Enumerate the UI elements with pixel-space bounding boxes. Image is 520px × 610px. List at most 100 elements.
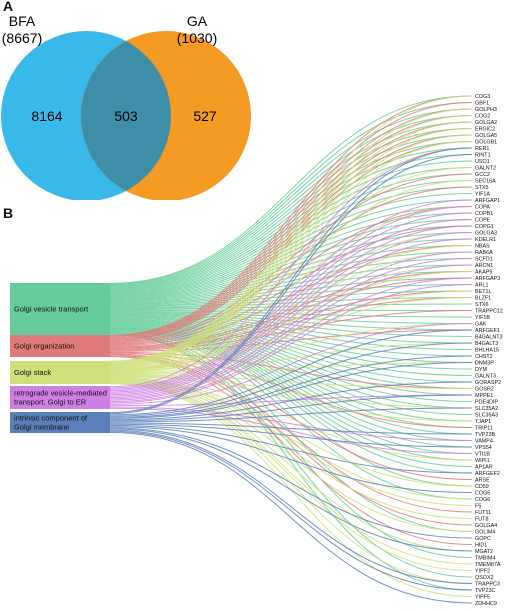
sankey-link bbox=[109, 115, 473, 339]
sankey-link bbox=[109, 381, 473, 571]
sankey-link bbox=[109, 430, 473, 591]
gene-label: RER1 bbox=[475, 146, 489, 152]
gene-label: COPE bbox=[475, 218, 491, 224]
sankey-link bbox=[109, 121, 473, 340]
venn-right-total: (1030) bbox=[177, 30, 217, 46]
gene-label: MPPE1 bbox=[475, 393, 493, 399]
sankey-link bbox=[109, 147, 473, 388]
gene-label: ARFGAP1 bbox=[475, 198, 500, 204]
sankey-link bbox=[109, 193, 473, 296]
sankey-link bbox=[109, 238, 473, 397]
gene-label: GOSR2 bbox=[475, 387, 494, 393]
sankey-link bbox=[109, 108, 473, 338]
sankey-link bbox=[109, 180, 473, 368]
sankey-link bbox=[109, 108, 473, 286]
gene-label: SEC16A bbox=[475, 179, 496, 185]
venn-right-name: GA bbox=[187, 13, 208, 29]
sankey-link bbox=[109, 406, 473, 441]
gene-label: HID1 bbox=[475, 543, 487, 549]
sankey-link bbox=[109, 245, 473, 370]
sankey-link bbox=[109, 323, 473, 405]
sankey-link bbox=[109, 102, 473, 285]
gene-label: PDE4DIP bbox=[475, 400, 498, 406]
gene-label: VTI1B bbox=[475, 452, 490, 458]
category-node bbox=[10, 335, 110, 357]
sankey-link bbox=[109, 290, 473, 373]
sankey-link bbox=[109, 225, 473, 394]
gene-label: GBF1 bbox=[475, 101, 489, 107]
gene-label: COG3 bbox=[475, 94, 490, 100]
sankey-link bbox=[109, 353, 473, 480]
gene-label: YIPF2 bbox=[475, 569, 490, 575]
category-node bbox=[10, 386, 110, 409]
sankey-link bbox=[109, 121, 473, 288]
gene-label: COPA bbox=[475, 205, 490, 211]
sankey-link bbox=[109, 115, 473, 364]
sankey-link bbox=[109, 212, 473, 392]
sankey-link bbox=[109, 319, 473, 396]
sankey-link bbox=[109, 206, 473, 345]
sankey-link bbox=[109, 314, 473, 357]
gene-label: TVP23C bbox=[475, 588, 495, 594]
gene-label: VPS54 bbox=[475, 445, 492, 451]
sankey-link bbox=[109, 154, 473, 415]
sankey-link bbox=[109, 297, 473, 309]
sankey-link bbox=[109, 134, 473, 342]
sankey-link bbox=[109, 225, 473, 346]
gene-label: ARFGEF1 bbox=[475, 328, 500, 334]
sankey-link bbox=[109, 108, 473, 363]
venn-overlap-count: 503 bbox=[114, 108, 138, 124]
sankey-links bbox=[109, 95, 473, 604]
sankey-link bbox=[109, 173, 473, 343]
gene-label: QSOX2 bbox=[475, 575, 494, 581]
gene-label: GALNT3 bbox=[475, 374, 496, 380]
gene-label: ARSE bbox=[475, 478, 490, 484]
gene-label: DNM3P bbox=[475, 361, 494, 367]
category-label: Golgi vesicle transport bbox=[14, 305, 89, 314]
gene-label: SLC35A2 bbox=[475, 406, 498, 412]
sankey-link bbox=[109, 219, 473, 300]
sankey-link bbox=[109, 206, 473, 390]
category-label: Golgi stack bbox=[14, 368, 51, 377]
gene-label: SCFD1 bbox=[475, 257, 493, 263]
sankey-link bbox=[109, 332, 473, 558]
sankey-link bbox=[109, 317, 473, 376]
sankey-link bbox=[109, 355, 473, 418]
gene-label: BLZF1 bbox=[475, 296, 491, 302]
sankey-link bbox=[109, 297, 473, 350]
sankey-link bbox=[109, 329, 473, 416]
panel-b-label: B bbox=[3, 205, 14, 221]
sankey-link bbox=[109, 206, 473, 369]
sankey-link bbox=[109, 407, 473, 423]
venn-overlap-region bbox=[81, 31, 171, 200]
gene-label: BET1L bbox=[475, 289, 491, 295]
sankey-link bbox=[109, 423, 473, 448]
sankey-link bbox=[109, 95, 473, 336]
sankey-link bbox=[109, 115, 473, 287]
gene-label: COG2 bbox=[475, 114, 490, 120]
gene-label: AKAP9 bbox=[475, 270, 492, 276]
sankey-link bbox=[109, 271, 473, 306]
gene-label: MGAT2 bbox=[475, 549, 493, 555]
sankey-link bbox=[109, 206, 473, 298]
gene-label: TRAPPC3 bbox=[475, 582, 500, 588]
sankey-link bbox=[109, 290, 473, 308]
gene-label: DYM bbox=[475, 367, 487, 373]
gene-label: ARL1 bbox=[475, 283, 489, 289]
category-label: intrinsic component of Golgi membrane bbox=[14, 414, 88, 432]
sankey-link bbox=[109, 134, 473, 366]
sankey-link bbox=[109, 251, 473, 304]
sankey-link bbox=[109, 429, 473, 584]
sankey-link bbox=[109, 374, 473, 389]
gene-label: GAK bbox=[475, 322, 487, 328]
venn-right-only-count: 527 bbox=[193, 108, 217, 124]
gene-label: STX5 bbox=[475, 185, 488, 191]
gene-label: YIF1A bbox=[475, 192, 490, 198]
gene-label: ERGIC2 bbox=[475, 127, 495, 133]
sankey-link bbox=[109, 212, 473, 299]
sankey-link bbox=[109, 323, 473, 374]
gene-label: TMBIM4 bbox=[475, 556, 495, 562]
sankey-link bbox=[109, 141, 473, 366]
sankey-link bbox=[109, 394, 473, 422]
